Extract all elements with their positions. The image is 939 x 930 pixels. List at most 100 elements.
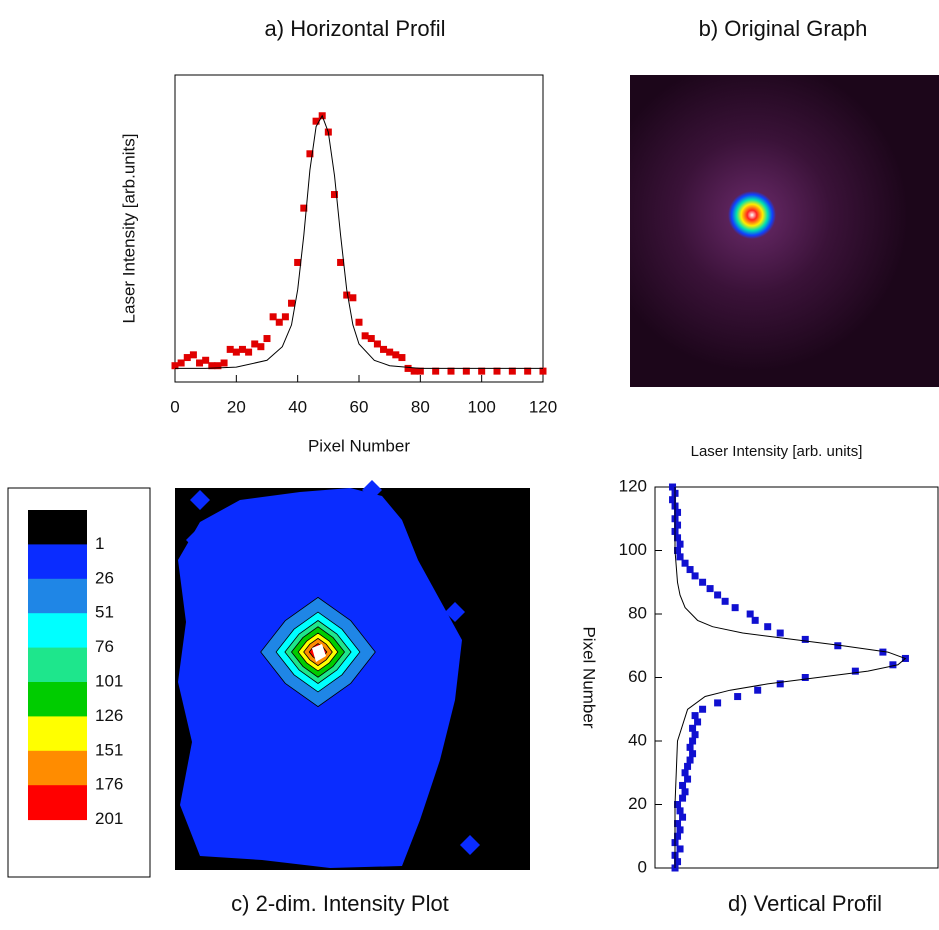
panel-title: c) 2-dim. Intensity Plot	[231, 891, 449, 916]
data-point	[189, 351, 197, 359]
data-point	[337, 258, 345, 266]
data-point	[681, 559, 689, 567]
y-tick-label: 20	[628, 794, 647, 813]
data-point	[679, 794, 687, 802]
data-point	[202, 356, 210, 364]
data-point	[386, 348, 394, 356]
contour-island	[202, 790, 222, 810]
legend-swatch	[28, 750, 87, 786]
x-tick-label: 80	[411, 397, 430, 416]
y-axis-label: Laser Intensity [arb.units]	[119, 134, 138, 324]
data-point	[676, 553, 684, 561]
data-point	[754, 686, 762, 694]
panel-title: a) Horizontal Profil	[265, 16, 446, 41]
fit-line	[175, 114, 543, 369]
data-point	[706, 585, 714, 593]
data-point	[524, 367, 532, 375]
data-point	[275, 318, 283, 326]
data-point	[380, 345, 388, 353]
data-point	[746, 610, 754, 618]
data-point	[684, 775, 692, 783]
data-point	[674, 832, 682, 840]
data-point	[676, 807, 684, 815]
data-point	[689, 750, 697, 758]
data-point	[447, 367, 455, 375]
data-point	[220, 359, 228, 367]
contour-island	[420, 690, 440, 710]
contour-island	[438, 650, 458, 670]
data-point	[889, 661, 897, 669]
data-point	[669, 496, 677, 504]
data-point	[251, 340, 259, 348]
x-tick-label: 40	[288, 397, 307, 416]
data-point	[208, 362, 216, 370]
data-point	[416, 367, 424, 375]
data-point	[493, 367, 501, 375]
legend-label: 76	[95, 637, 114, 656]
data-point	[263, 335, 271, 343]
data-point	[714, 699, 722, 707]
data-point	[751, 616, 759, 624]
data-point	[879, 648, 887, 656]
data-point	[691, 712, 699, 720]
data-point	[674, 801, 682, 808]
contour-island	[362, 480, 382, 500]
panel-title: d) Vertical Profil	[728, 891, 882, 916]
data-point	[478, 367, 486, 375]
data-point	[349, 294, 357, 302]
data-point	[674, 820, 682, 828]
data-point	[361, 332, 369, 340]
data-point	[343, 291, 351, 299]
image-background	[630, 75, 939, 387]
data-point	[691, 572, 699, 580]
legend-label: 176	[95, 775, 123, 794]
fit-line	[674, 487, 907, 868]
data-point	[734, 693, 742, 701]
data-point	[851, 667, 859, 675]
y-tick-label: 120	[619, 476, 647, 495]
data-point	[404, 364, 412, 372]
data-point	[676, 826, 684, 834]
contour-island	[445, 602, 465, 622]
contour-island	[186, 530, 206, 550]
data-point	[674, 547, 682, 554]
data-point	[686, 566, 694, 574]
data-point	[721, 597, 729, 605]
y-axis-label: Pixel Number	[580, 626, 599, 728]
x-axis-label: Pixel Number	[308, 436, 410, 455]
data-point	[171, 362, 179, 370]
contour-island	[190, 490, 210, 510]
laser-spot	[728, 191, 776, 239]
data-point	[281, 313, 289, 321]
x-tick-label: 120	[529, 397, 557, 416]
legend-label: 26	[95, 568, 114, 587]
data-point	[462, 367, 470, 375]
data-point	[714, 591, 722, 599]
plot-frame	[654, 486, 939, 869]
data-point	[355, 318, 363, 326]
data-point	[699, 705, 707, 713]
data-point	[432, 367, 440, 375]
plot-frame	[174, 74, 544, 383]
data-point	[681, 788, 689, 796]
data-point	[539, 367, 547, 375]
y-tick-label: 0	[638, 857, 647, 876]
data-point	[294, 258, 302, 266]
data-point	[676, 540, 684, 548]
x-tick-label: 20	[227, 397, 246, 416]
legend-label: 1	[95, 534, 104, 553]
data-point	[398, 354, 406, 362]
data-point	[681, 769, 689, 777]
data-point	[214, 362, 222, 370]
data-point	[694, 718, 702, 726]
legend-swatch	[28, 544, 87, 580]
data-point	[269, 313, 277, 321]
contour-island	[460, 835, 480, 855]
legend-swatch	[28, 716, 87, 752]
data-point	[689, 724, 697, 732]
data-point	[245, 348, 253, 356]
legend-swatch	[28, 647, 87, 683]
data-point	[373, 340, 381, 348]
x-axis-label: Laser Intensity [arb. units]	[691, 443, 863, 460]
